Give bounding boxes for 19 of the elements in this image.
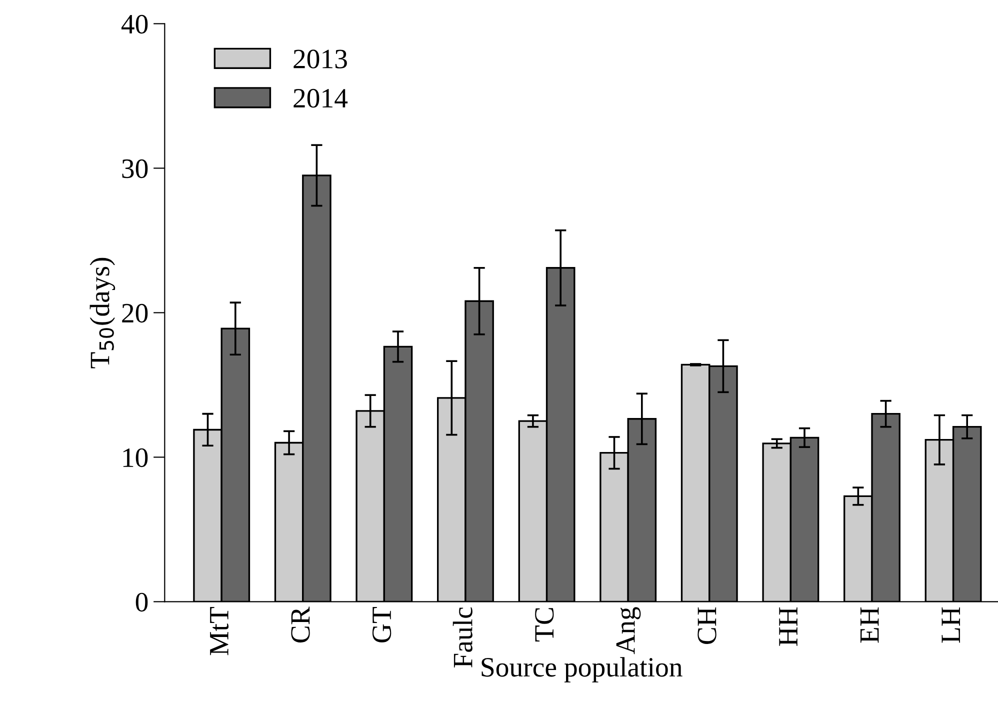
x-tick-label: EH	[860, 607, 879, 643]
x-tick-label: CH	[698, 607, 716, 644]
y-tick-label: 40	[121, 14, 148, 34]
x-axis-title: Source population	[482, 657, 682, 682]
legend-label: 2014	[294, 88, 348, 108]
y-tick-label: 10	[123, 448, 148, 468]
x-tick-label: MtT	[210, 607, 229, 656]
x-tick-label: GT	[372, 607, 392, 642]
x-tick-label: HH	[779, 607, 798, 646]
x-tick-label: LH	[942, 607, 960, 643]
x-tick-label: CR	[291, 606, 310, 642]
y-axis-title: T$_{50}$(days)	[90, 258, 116, 368]
x-tick-label: TC	[535, 608, 554, 642]
y-tick-label: 0	[136, 592, 148, 612]
x-tick-label: Ang	[616, 607, 641, 654]
x-tick-label: Faulc	[452, 607, 472, 668]
y-tick-label: 30	[122, 159, 148, 178]
y-tick-label: 20	[122, 304, 148, 323]
legend-label: 2013	[294, 50, 347, 68]
